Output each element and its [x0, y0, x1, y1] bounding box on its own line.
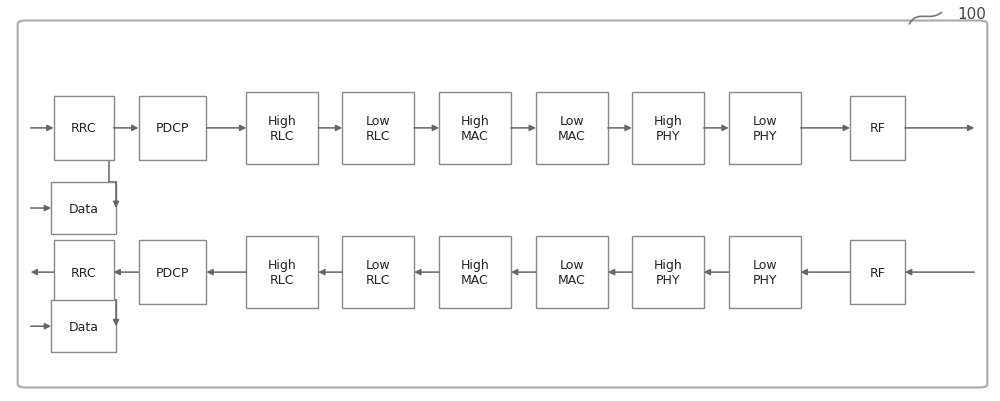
- Text: RRC: RRC: [71, 122, 96, 135]
- FancyBboxPatch shape: [729, 93, 801, 164]
- Text: PDCP: PDCP: [156, 122, 189, 135]
- FancyBboxPatch shape: [536, 237, 608, 308]
- FancyBboxPatch shape: [850, 241, 905, 304]
- FancyBboxPatch shape: [51, 300, 116, 352]
- Text: Low
PHY: Low PHY: [752, 115, 777, 142]
- FancyBboxPatch shape: [18, 22, 987, 387]
- FancyBboxPatch shape: [632, 237, 704, 308]
- Text: Low
PHY: Low PHY: [752, 259, 777, 286]
- Text: PDCP: PDCP: [156, 266, 189, 279]
- Text: RRC: RRC: [71, 266, 96, 279]
- FancyBboxPatch shape: [51, 182, 116, 235]
- Text: High
RLC: High RLC: [268, 259, 297, 286]
- Text: Low
MAC: Low MAC: [558, 115, 586, 142]
- FancyBboxPatch shape: [342, 93, 414, 164]
- FancyBboxPatch shape: [139, 97, 206, 160]
- Text: RF: RF: [870, 266, 885, 279]
- Text: Data: Data: [69, 202, 99, 215]
- Text: High
MAC: High MAC: [461, 259, 489, 286]
- FancyBboxPatch shape: [246, 237, 318, 308]
- Text: Low
RLC: Low RLC: [366, 259, 390, 286]
- Text: High
PHY: High PHY: [653, 115, 682, 142]
- FancyBboxPatch shape: [139, 241, 206, 304]
- FancyBboxPatch shape: [342, 237, 414, 308]
- Text: High
PHY: High PHY: [653, 259, 682, 286]
- Text: Data: Data: [69, 320, 99, 333]
- FancyBboxPatch shape: [439, 237, 511, 308]
- FancyBboxPatch shape: [246, 93, 318, 164]
- FancyBboxPatch shape: [536, 93, 608, 164]
- FancyBboxPatch shape: [54, 97, 114, 160]
- Text: High
RLC: High RLC: [268, 115, 297, 142]
- Text: 100: 100: [957, 7, 986, 22]
- FancyBboxPatch shape: [729, 237, 801, 308]
- FancyBboxPatch shape: [54, 241, 114, 304]
- Text: Low
RLC: Low RLC: [366, 115, 390, 142]
- Text: Low
MAC: Low MAC: [558, 259, 586, 286]
- FancyBboxPatch shape: [850, 97, 905, 160]
- Text: RF: RF: [870, 122, 885, 135]
- Text: High
MAC: High MAC: [461, 115, 489, 142]
- FancyBboxPatch shape: [632, 93, 704, 164]
- FancyBboxPatch shape: [439, 93, 511, 164]
